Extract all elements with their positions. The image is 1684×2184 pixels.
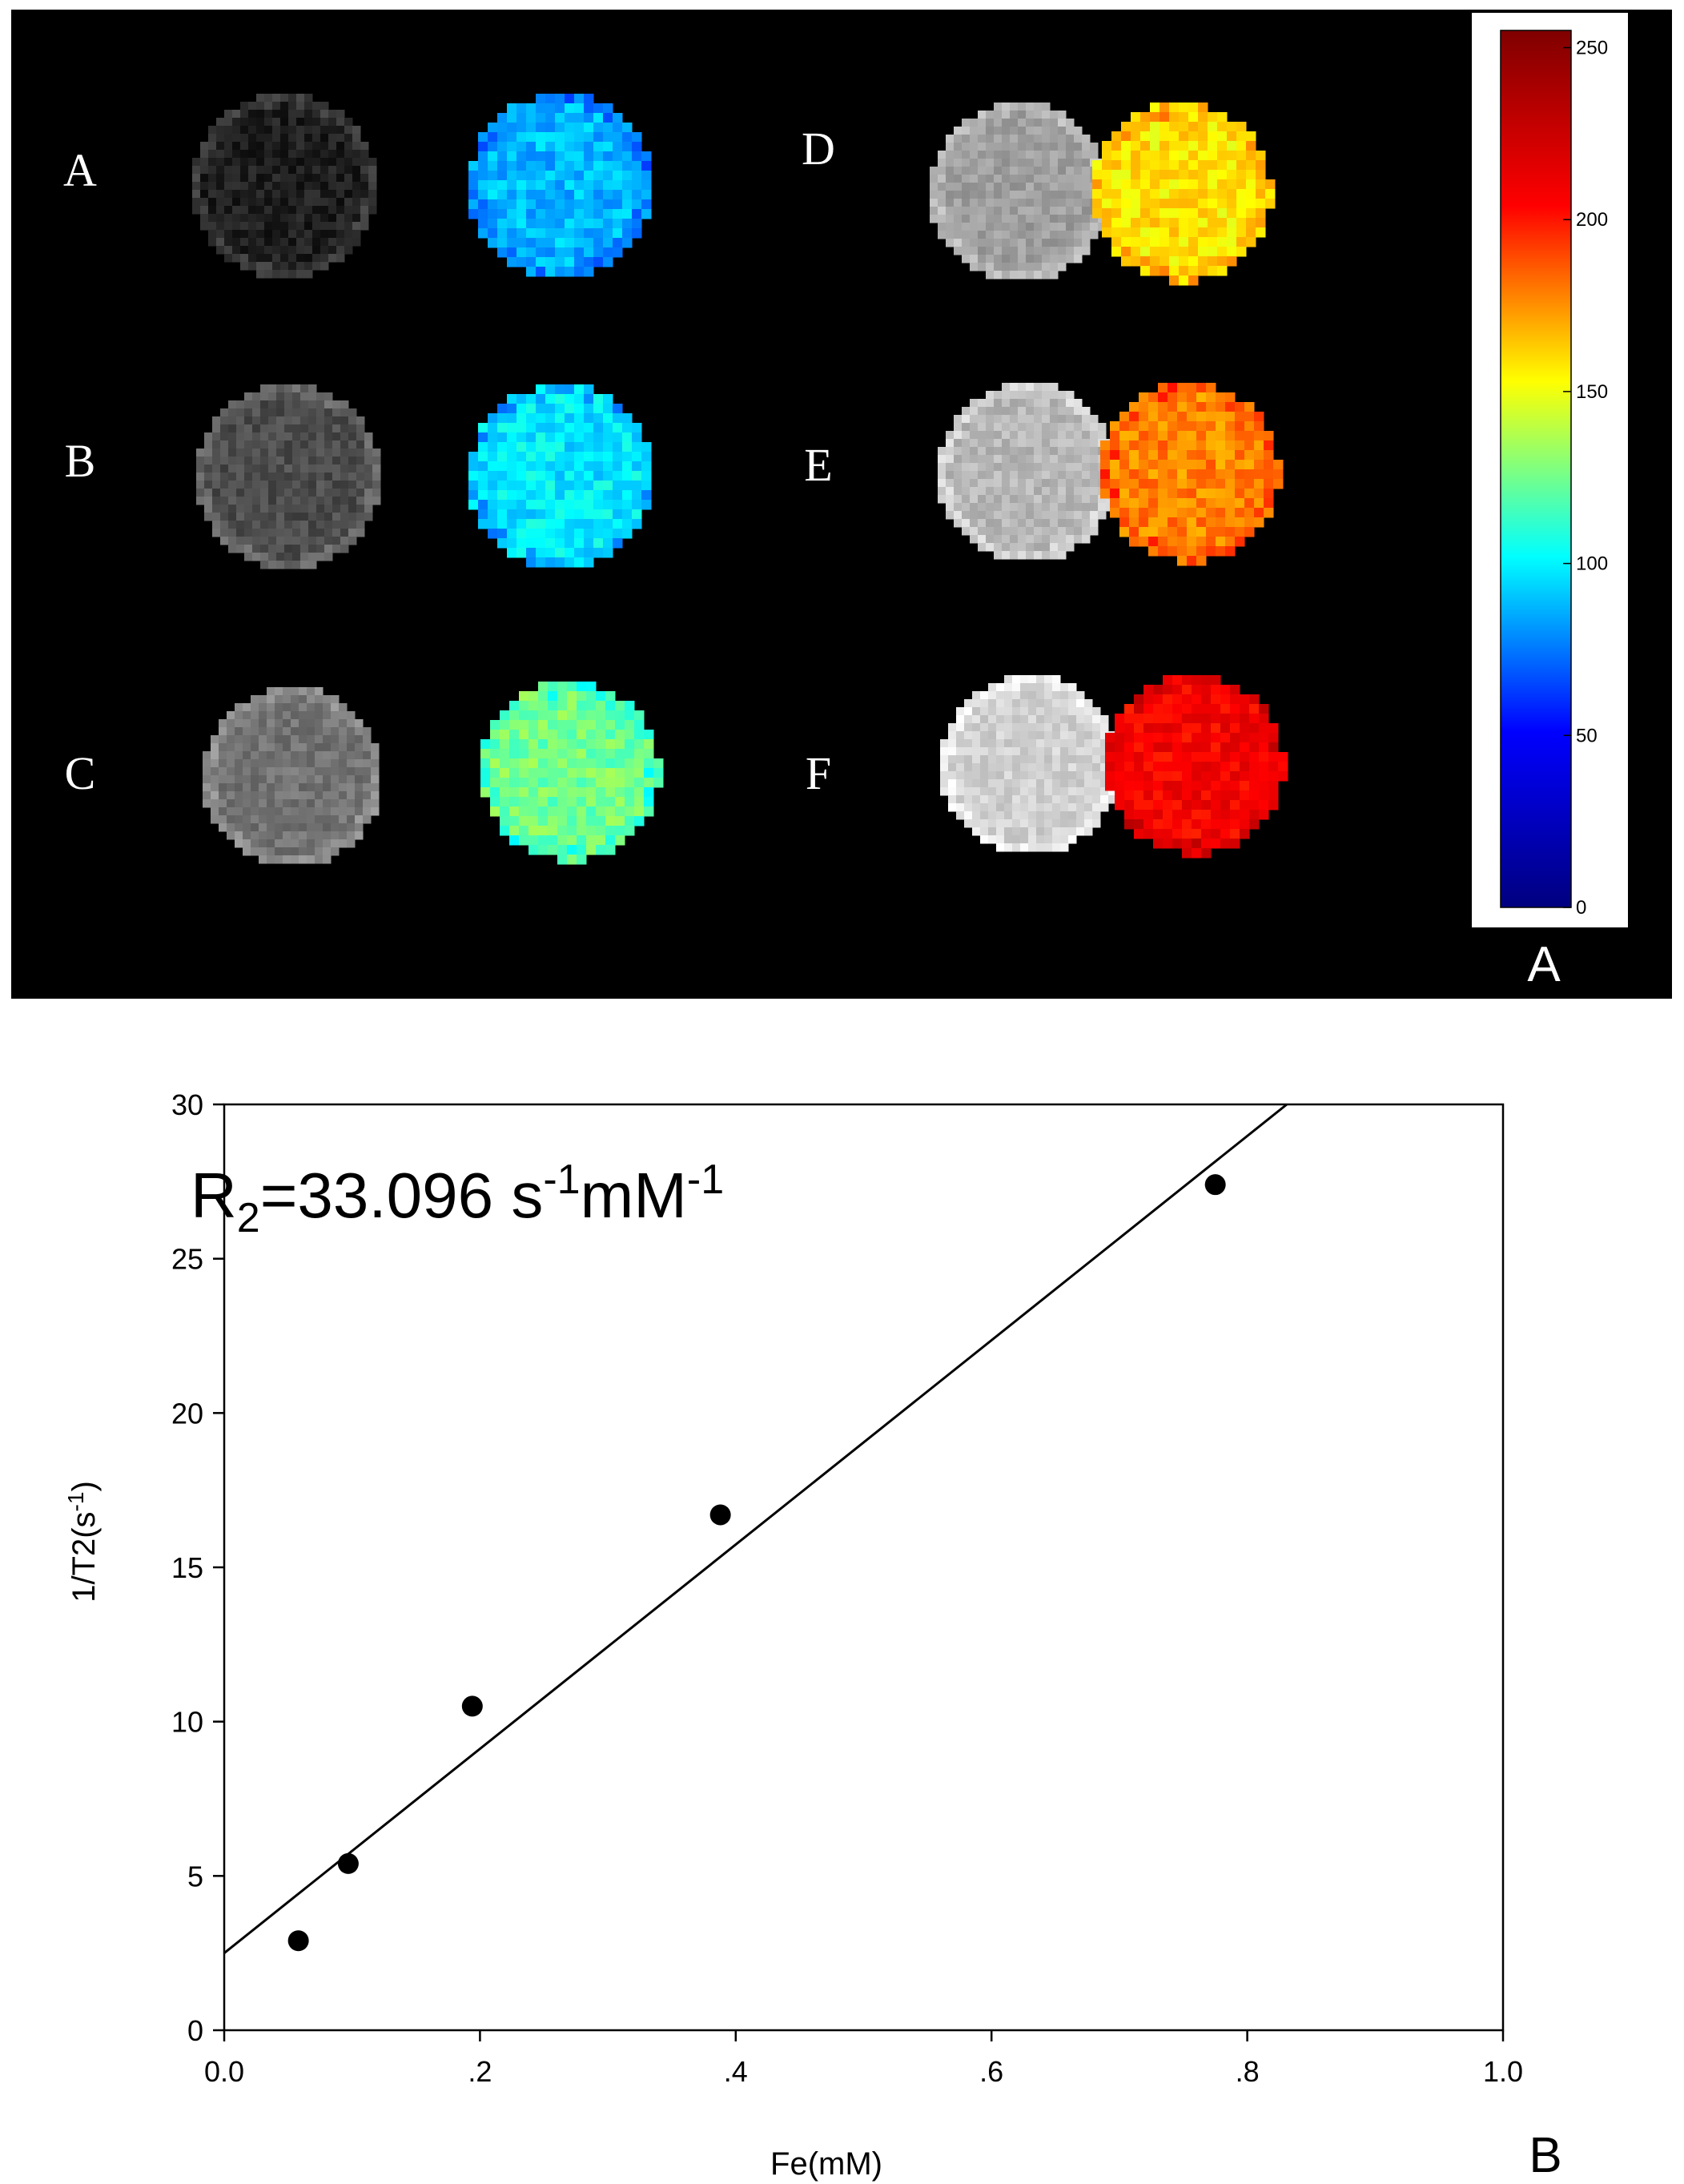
y-axis-label: 1/T2(s-1) — [63, 1481, 102, 1603]
x-tick-label: 1.0 — [1483, 2055, 1523, 2088]
annotation-r: R — [191, 1160, 237, 1231]
annotation-superscript-2: -1 — [687, 1156, 724, 1203]
y-tick-label: 30 — [171, 1088, 203, 1121]
x-axis-label: Fe(mM) — [770, 2146, 882, 2182]
x-tick-label: .2 — [468, 2055, 492, 2088]
x-tick-label: .6 — [979, 2055, 1003, 2088]
annotation-superscript-1: -1 — [543, 1156, 580, 1203]
sample-label-f: F — [806, 747, 831, 799]
sample-images: A B C D E F — [63, 94, 1288, 865]
data-point-4 — [709, 1504, 731, 1526]
color-map-e — [1100, 383, 1284, 566]
fit-line — [223, 1103, 1288, 1954]
colorbar-tick-label: 200 — [1576, 209, 1608, 231]
annotation-subscript: 2 — [237, 1195, 260, 1241]
y-axis-label-base: 1/T2(s — [66, 1511, 102, 1602]
data-point-2 — [337, 1852, 359, 1874]
colorbar-tick-label: 0 — [1576, 897, 1586, 919]
relaxivity-annotation: R2=33.096 s-1mM-1 — [191, 1156, 724, 1241]
colorbar: 0 50 100 150 200 250 — [1472, 13, 1628, 927]
color-map-a — [468, 94, 652, 277]
y-tick-label: 10 — [171, 1706, 203, 1739]
data-point-5 — [1204, 1174, 1226, 1196]
annotation-value: =33.096 s — [260, 1160, 544, 1231]
y-tick-label: 5 — [187, 1860, 203, 1892]
grayscale-image-c — [203, 687, 380, 864]
color-map-d — [1092, 103, 1276, 286]
sample-label-d: D — [802, 123, 835, 175]
x-tick-label: .8 — [1236, 2055, 1260, 2088]
y-axis-label-end: ) — [66, 1481, 102, 1491]
grayscale-image-b — [196, 384, 381, 569]
color-map-b — [468, 384, 652, 568]
colorbar-tick-label: 50 — [1576, 725, 1598, 746]
grayscale-image-f — [940, 675, 1117, 852]
annotation-unit: mM — [581, 1160, 687, 1231]
x-tick-label: 0.0 — [204, 2055, 244, 2088]
data-point-3 — [461, 1695, 483, 1717]
grayscale-image-a — [192, 94, 377, 279]
color-map-f — [1105, 675, 1288, 859]
sample-label-c: C — [65, 747, 96, 799]
plot-area: 0.0 .2 .4 .6 .8 1.0 0 5 10 15 20 25 30 — [171, 1088, 1523, 2088]
colorbar-tick-label: 150 — [1576, 381, 1608, 403]
y-axis-label-superscript: -1 — [63, 1492, 88, 1512]
sample-label-b: B — [65, 435, 96, 487]
data-point-1 — [287, 1930, 309, 1952]
panel-a-letter: A — [1527, 937, 1561, 992]
y-tick-label: 15 — [171, 1551, 203, 1584]
sample-label-a: A — [63, 144, 97, 196]
y-tick-label: 20 — [171, 1397, 203, 1430]
sample-label-e: E — [804, 439, 832, 491]
color-map-c — [480, 682, 664, 865]
y-tick-label: 0 — [187, 2014, 203, 2047]
panel-b-letter: B — [1529, 2128, 1561, 2183]
grayscale-image-d — [930, 103, 1107, 280]
grayscale-image-e — [938, 383, 1115, 560]
colorbar-tick-label: 100 — [1576, 553, 1608, 575]
y-tick-label: 25 — [171, 1243, 203, 1276]
panel-a: A B C D E F 0 50 100 150 200 250 A — [11, 10, 1672, 999]
colorbar-gradient — [1500, 30, 1572, 908]
colorbar-tick-label: 250 — [1576, 37, 1608, 58]
x-tick-label: .4 — [724, 2055, 748, 2088]
colorbar-ticks: 0 50 100 150 200 250 — [1563, 37, 1608, 919]
